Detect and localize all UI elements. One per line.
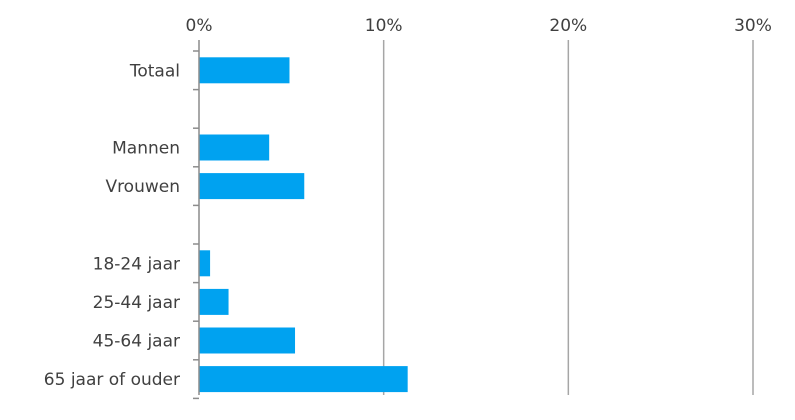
- category-label: Vrouwen: [105, 177, 180, 197]
- category-label: Mannen: [112, 139, 180, 159]
- x-tick-label: 10%: [365, 16, 403, 36]
- bar: [199, 327, 296, 354]
- x-tick-label: 30%: [734, 16, 772, 36]
- gridlines: [382, 40, 754, 395]
- bar: [199, 57, 290, 84]
- x-tick-label: 0%: [186, 16, 213, 36]
- category-label: Totaal: [129, 61, 180, 81]
- bar: [199, 250, 211, 277]
- x-tick-labels: 0% 10% 20% 30%: [186, 16, 772, 36]
- x-tick-label: 20%: [549, 16, 587, 36]
- bar: [199, 134, 270, 161]
- category-label: 25-44 jaar: [93, 293, 180, 313]
- bars: [199, 57, 408, 393]
- category-labels: Totaal Mannen Vrouwen 18-24 jaar 25-44 jaar 4…: [44, 61, 180, 390]
- bar: [199, 288, 229, 315]
- bar: [199, 366, 408, 393]
- category-label: 18-24 jaar: [93, 254, 180, 274]
- y-axis: [193, 40, 200, 400]
- category-label: 45-64 jaar: [93, 332, 180, 352]
- bar: [199, 173, 305, 200]
- category-label: 65 jaar of ouder: [44, 370, 180, 390]
